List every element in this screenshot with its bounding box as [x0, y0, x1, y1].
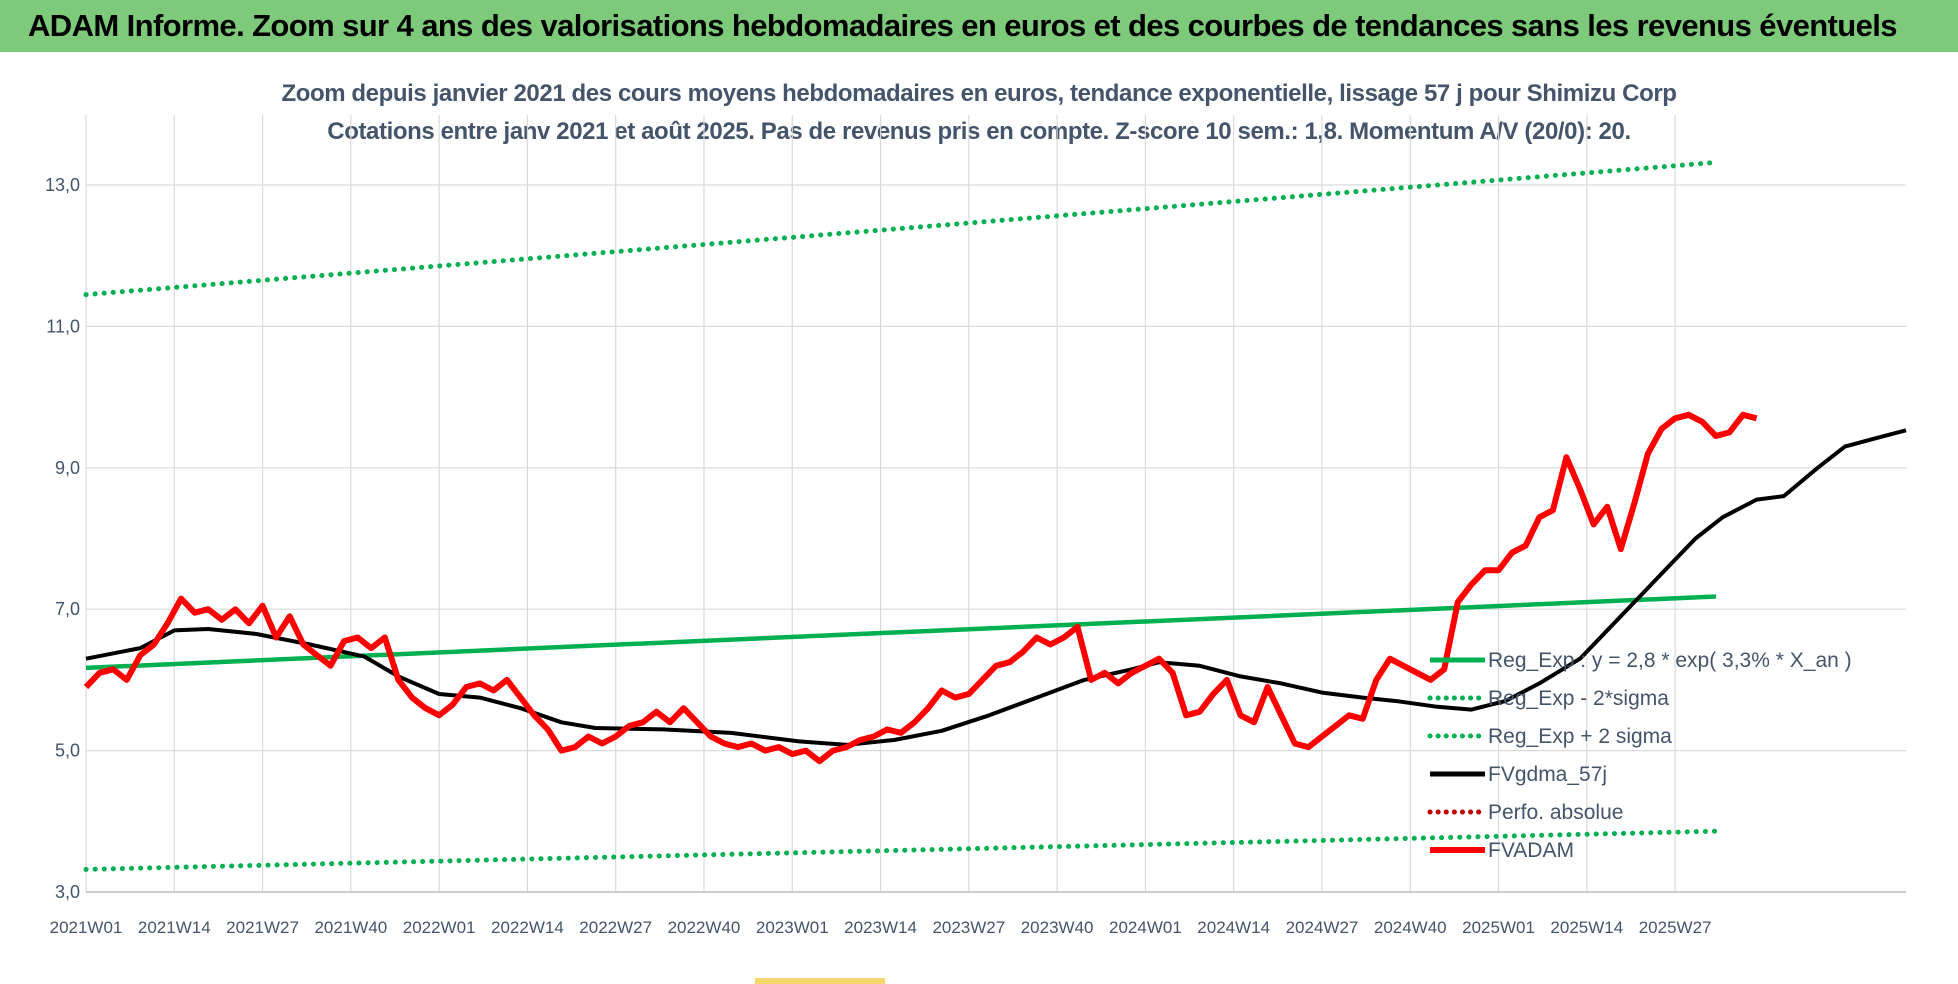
x-tick-label: 2023W40 [1021, 918, 1094, 937]
y-tick-label: 5,0 [55, 741, 80, 761]
series-line-0 [85, 594, 1716, 671]
x-tick-label: 2025W14 [1550, 918, 1623, 937]
x-tick-label: 2022W27 [579, 918, 652, 937]
bottom-accent-bar [755, 978, 885, 984]
x-tick-label: 2022W40 [668, 918, 741, 937]
x-tick-label: 2021W27 [226, 918, 299, 937]
x-tick-label: 2024W01 [1109, 918, 1182, 937]
y-tick-label: 3,0 [55, 882, 80, 902]
legend-label-5: FVADAM [1488, 839, 1574, 862]
x-tick-label: 2022W14 [491, 918, 564, 937]
report-banner: ADAM Informe. Zoom sur 4 ans des valoris… [0, 0, 1958, 52]
x-tick-label: 2025W27 [1639, 918, 1712, 937]
x-tick-label: 2024W40 [1374, 918, 1447, 937]
legend-label-0: Reg_Exp : y = 2,8 * exp( 3,3% * X_an ) [1488, 649, 1852, 672]
series-line-5 [83, 411, 1758, 765]
y-tick-label: 9,0 [55, 458, 80, 478]
legend-label-3: FVgdma_57j [1488, 763, 1607, 786]
x-tick-label: 2022W01 [403, 918, 476, 937]
x-tick-label: 2021W40 [314, 918, 387, 937]
x-tick-label: 2024W27 [1286, 918, 1359, 937]
x-tick-label: 2021W01 [50, 918, 123, 937]
series-line-1 [83, 828, 1719, 872]
y-tick-label: 13,0 [45, 175, 80, 195]
x-tick-label: 2025W01 [1462, 918, 1535, 937]
series-line-2 [83, 159, 1719, 298]
y-tick-label: 11,0 [46, 316, 80, 336]
legend-label-1: Reg_Exp - 2*sigma [1488, 687, 1669, 710]
chart-subtitle: Cotations entre janv 2021 et août 2025. … [327, 118, 1631, 145]
axes: 3,0 5,0 7,0 9,0 11,0 13,0 2021W01 2021W14 2021W2… [45, 175, 1906, 937]
series-lines [83, 159, 1907, 872]
x-tick-label: 2023W01 [756, 918, 829, 937]
legend-label-4: Perfo. absolue [1488, 801, 1623, 824]
report-banner-title: ADAM Informe. Zoom sur 4 ans des valoris… [28, 8, 1898, 43]
x-tick-label: 2021W14 [138, 918, 211, 937]
x-tick-label: 2024W14 [1197, 918, 1270, 937]
x-tick-label: 2023W27 [932, 918, 1005, 937]
chart-title: Zoom depuis janvier 2021 des cours moyen… [281, 80, 1677, 107]
legend-label-2: Reg_Exp + 2 sigma [1488, 725, 1672, 748]
legend: Reg_Exp : y = 2,8 * exp( 3,3% * X_an ) Re… [1427, 649, 1852, 862]
y-tick-label: 7,0 [55, 599, 80, 619]
series-line-3 [85, 428, 1907, 747]
x-tick-label: 2023W14 [844, 918, 917, 937]
